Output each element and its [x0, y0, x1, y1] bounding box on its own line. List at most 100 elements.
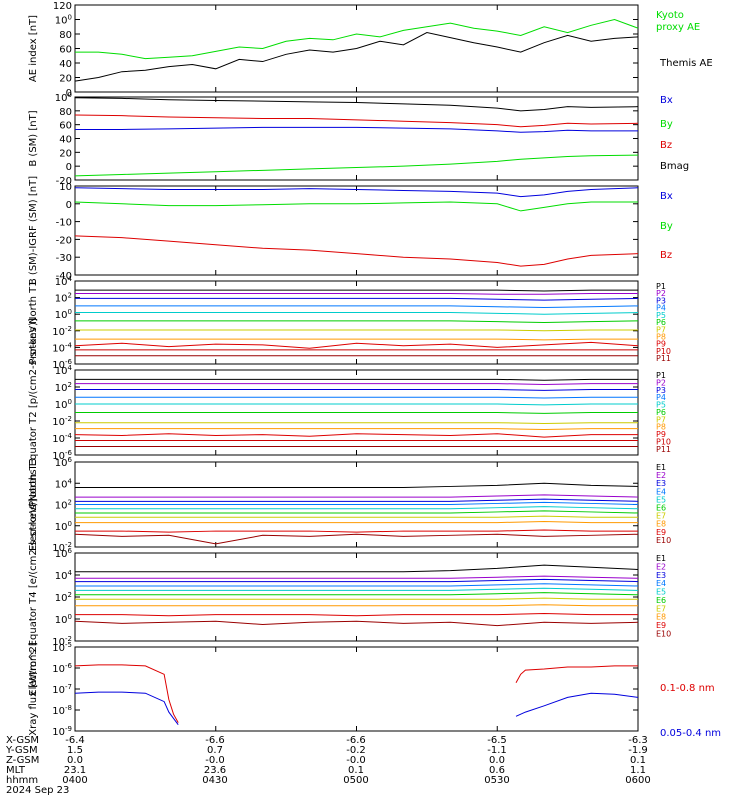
legend-label: P2 — [656, 289, 666, 298]
series-line-p3 — [75, 389, 638, 391]
y-tick-label: 10-6 — [52, 662, 72, 675]
legend-label: Bx — [660, 191, 673, 202]
legend-label: P9 — [656, 430, 666, 439]
series-line-e3 — [75, 578, 639, 583]
series-line-e2 — [75, 575, 639, 579]
series-line-p4 — [75, 305, 639, 309]
legend-label: P4 — [656, 393, 666, 402]
legend-label: Kyoto — [656, 10, 684, 21]
y-axis-label: Protons Equator T2 [p/(cm2-s-sr-keV)] — [28, 318, 39, 507]
series-line-p6 — [75, 320, 639, 324]
series-line-p7 — [75, 329, 638, 332]
series-line-e9 — [75, 529, 638, 533]
legend-label: 0.05-0.4 nm — [660, 728, 721, 739]
y-tick-label: 10-6 — [52, 449, 72, 462]
series-line-e3 — [75, 498, 639, 502]
series-line-e2 — [75, 494, 639, 498]
series-line-e4 — [75, 583, 639, 587]
y-tick-label: 80 — [59, 30, 72, 41]
legend-label: Bmag — [660, 161, 689, 172]
y-tick-label: 104 — [55, 569, 73, 582]
series-line-e7 — [75, 597, 638, 600]
series-line-p5 — [75, 403, 638, 406]
legend-label: Bz — [660, 140, 672, 151]
legend-label: P7 — [656, 415, 666, 424]
y-axis-label: Electrons North T3 — [28, 458, 39, 551]
series-line-bz — [74, 235, 639, 267]
series-line-p3 — [75, 297, 639, 301]
y-tick-label: 20 — [59, 74, 72, 85]
legend-label: Bz — [660, 250, 672, 261]
series-line-e5 — [75, 587, 639, 591]
legend-label: By — [660, 221, 673, 232]
y-tick-label: 106 — [55, 456, 73, 469]
legend-label: E9 — [656, 621, 666, 630]
legend-label: E1 — [656, 463, 666, 472]
series-line-p2 — [75, 383, 638, 385]
series-line-p1 — [75, 378, 638, 381]
series-line-bmag — [74, 97, 639, 112]
legend-label: E10 — [656, 629, 671, 638]
legend-label: P10 — [656, 438, 671, 447]
legend-label: E9 — [656, 528, 666, 537]
legend-label: P10 — [656, 347, 671, 356]
panel-8: 10-9 10-8 10-7 10-6 10-5 Xray flux [W/m^2] 0.1… — [28, 641, 721, 739]
y-tick-label: -20 — [56, 176, 72, 187]
y-tick-label: 10 — [59, 182, 72, 193]
y-tick-label: 104 — [55, 364, 73, 377]
series-line-p9 — [74, 433, 638, 438]
legend-label: E6 — [656, 503, 666, 512]
legend-label: P1 — [656, 371, 666, 380]
legend-label: E8 — [656, 520, 666, 529]
legend-label: P6 — [656, 318, 666, 327]
plot-frame — [74, 552, 639, 642]
legend-label: P5 — [656, 311, 666, 320]
legend-label: 0.1-0.8 nm — [660, 683, 715, 694]
series-line-0-1-0-8-nm — [74, 664, 179, 723]
series-line-e5 — [75, 506, 639, 510]
legend-label: E7 — [656, 512, 666, 521]
legend-label: E2 — [656, 471, 666, 480]
y-tick-label: 10-2 — [52, 325, 72, 338]
series-line-p1 — [75, 289, 638, 292]
y-tick-label: 106 — [55, 547, 73, 560]
legend-label: E3 — [656, 479, 666, 488]
legend-label: E1 — [656, 554, 666, 563]
legend-label: P6 — [656, 408, 666, 417]
y-tick-label: 104 — [55, 477, 73, 490]
legend-label: Themis AE — [659, 58, 713, 69]
plot-frame — [74, 646, 639, 732]
y-tick-label: 100 — [55, 520, 72, 533]
y-tick-label: -30 — [56, 253, 72, 264]
y-tick-label: 60 — [59, 121, 72, 132]
y-tick-label: -10 — [56, 218, 72, 229]
series-line-themis-ae — [74, 32, 639, 82]
legend-label: Bx — [660, 95, 673, 106]
legend-label: P4 — [656, 304, 666, 313]
y-tick-label: 100 — [55, 398, 72, 411]
y-tick-label: 80 — [59, 107, 72, 118]
legend-label: E5 — [656, 588, 666, 597]
series-line-e9 — [75, 612, 638, 617]
legend-label: E6 — [656, 596, 666, 605]
y-tick-label: 104 — [55, 275, 73, 288]
panel-3: -40 -30 -20 -10 0 10 B (SM)-IGRF (SM) [nT] Bx By… — [28, 176, 673, 285]
series-line-0-05-0-4-nm — [74, 691, 179, 725]
series-line-by — [74, 154, 639, 177]
y-axis-label: B (SM)-IGRF (SM) [nT] — [28, 176, 39, 285]
y-tick-label: 10-2 — [52, 635, 72, 648]
y-tick-label: 10-6 — [52, 358, 72, 371]
y-tick-label: 102 — [55, 499, 72, 512]
legend-label: E2 — [656, 562, 666, 571]
panel-6: 10-2 100 102 104 106 Electrons North T3 E1E2E3… — [28, 456, 671, 554]
legend-label: E10 — [656, 536, 671, 545]
legend-label: P11 — [656, 445, 671, 454]
series-line-p7 — [75, 422, 638, 425]
series-line-kyoto-proxy-ae — [75, 18, 639, 60]
y-tick-label: 120 — [53, 1, 72, 12]
series-line-p5 — [75, 312, 639, 315]
y-axis-label: Xray flux [W/m^2] — [28, 642, 39, 736]
